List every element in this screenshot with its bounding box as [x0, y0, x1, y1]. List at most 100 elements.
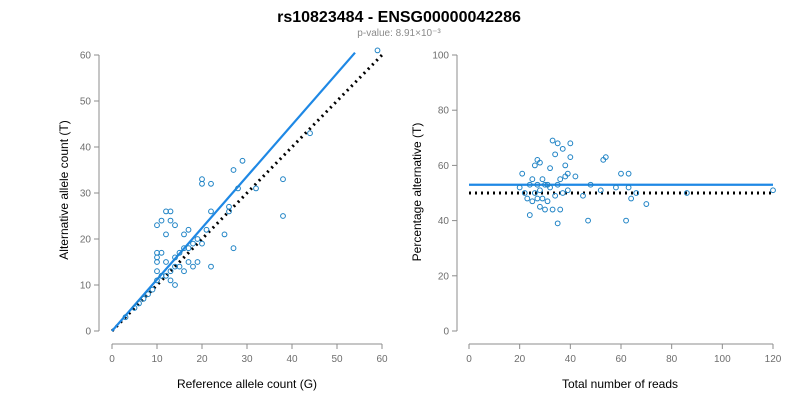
right-data-point	[539, 195, 546, 202]
left-data-point	[122, 314, 129, 321]
right-data-point	[572, 173, 579, 180]
right-x-tick-label: 40	[565, 354, 577, 365]
left-data-point	[185, 259, 192, 265]
right-x-tick-label: 120	[765, 354, 782, 365]
left-data-point	[199, 180, 205, 187]
left-x-tick-label: 30	[241, 354, 253, 365]
left-data-point	[154, 254, 160, 261]
right-data-point	[526, 181, 533, 188]
left-x-tick-label: 50	[331, 354, 343, 365]
left-data-point	[239, 157, 246, 164]
left-data-point	[190, 263, 196, 270]
left-data-point	[194, 236, 201, 242]
left-x-tick-label: 0	[109, 354, 115, 365]
left-data-point	[163, 231, 169, 238]
left-y-tick-label: 50	[80, 97, 92, 108]
right-data-point	[585, 217, 591, 224]
right-data-point	[580, 192, 586, 199]
left-data-point	[203, 226, 210, 233]
left-data-point	[145, 291, 151, 298]
right-data-point	[559, 190, 566, 196]
right-data-point	[623, 217, 629, 224]
right-data-point	[618, 170, 624, 177]
left-y-tick-label: 60	[80, 51, 92, 62]
left-data-point	[167, 277, 174, 284]
right-y-tick-label: 0	[443, 327, 449, 338]
figure-title: rs10823484 - ENSG00000042286	[277, 9, 521, 26]
right-y-tick-label: 20	[438, 271, 450, 282]
right-data-point	[628, 195, 635, 202]
right-data-point	[542, 181, 548, 188]
right-data-point	[559, 145, 566, 152]
left-data-point	[280, 213, 286, 219]
left-data-point	[131, 305, 138, 311]
left-y-tick-label: 40	[80, 143, 92, 154]
left-x-tick-label: 10	[151, 354, 163, 365]
right-data-point	[567, 140, 574, 147]
left-reference-line	[110, 53, 384, 333]
left-data-point	[185, 245, 192, 252]
left-data-point	[167, 208, 174, 215]
left-data-point	[140, 295, 147, 302]
right-data-point	[531, 190, 538, 196]
left-data-point	[253, 185, 259, 192]
left-data-point	[230, 167, 237, 173]
left-data-point	[154, 277, 160, 284]
right-data-point	[516, 184, 523, 191]
right-data-point	[534, 195, 541, 202]
left-data-point	[185, 226, 192, 233]
left-data-point	[167, 268, 174, 275]
left-data-point	[149, 286, 156, 293]
right-data-point	[521, 190, 528, 196]
left-data-point	[199, 240, 205, 247]
right-data-point	[524, 195, 531, 202]
left-data-point	[226, 203, 232, 210]
right-data-point	[537, 159, 543, 166]
left-data-point	[172, 222, 178, 229]
left-data-point	[172, 254, 178, 261]
right-data-point	[529, 176, 536, 183]
left-data-point	[172, 282, 178, 288]
right-data-point	[770, 187, 776, 194]
right-data-point	[564, 187, 571, 194]
left-data-point	[235, 185, 241, 192]
right-data-point	[539, 176, 546, 183]
right-data-point	[633, 190, 640, 196]
right-data-point	[587, 181, 594, 188]
left-data-point	[181, 268, 187, 275]
left-data-point	[154, 268, 160, 275]
right-data-point	[683, 190, 690, 196]
left-data-point	[208, 208, 214, 215]
left-x-tick-label: 20	[196, 354, 208, 365]
right-data-point	[549, 137, 556, 144]
right-data-point	[552, 151, 559, 158]
right-data-point	[564, 170, 571, 177]
left-data-point	[230, 245, 237, 252]
left-data-point	[199, 176, 205, 183]
right-data-point	[544, 198, 551, 205]
right-data-point	[602, 154, 609, 161]
right-data-point	[547, 184, 553, 191]
left-data-point	[194, 259, 201, 265]
panel-right-ylabel: Percentage alternative (T)	[410, 123, 424, 262]
right-data-point	[534, 181, 541, 188]
left-data-point	[374, 47, 381, 54]
left-data-point	[307, 130, 313, 137]
right-x-tick-label: 0	[466, 354, 472, 365]
right-data-point	[542, 206, 548, 213]
left-data-point	[163, 272, 169, 279]
right-data-point	[554, 181, 561, 188]
left-data-point	[181, 231, 187, 238]
left-y-tick-label: 10	[80, 281, 92, 292]
figure-subtitle: p-value: 8.91×10⁻³	[357, 28, 441, 39]
allele-count-panel: Reference allele count (G) Alternative a…	[57, 47, 388, 391]
left-x-tick-label: 40	[286, 354, 298, 365]
panel-right-xlabel: Total number of reads	[562, 377, 678, 391]
right-data-point	[529, 198, 536, 205]
right-data-point	[554, 140, 561, 147]
left-y-tick-label: 30	[80, 189, 92, 200]
left-data-point	[226, 208, 232, 215]
percentage-panel: Total number of reads Percentage alterna…	[410, 51, 782, 392]
left-data-point	[176, 263, 183, 270]
